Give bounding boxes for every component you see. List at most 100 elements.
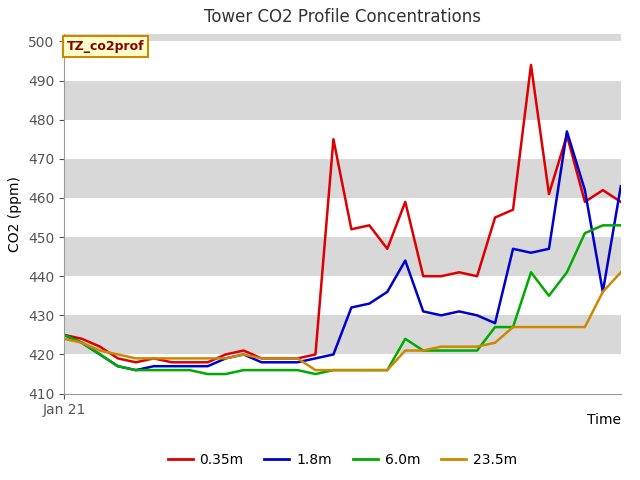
- 23.5m: [563, 324, 571, 330]
- 1.8m: [401, 258, 409, 264]
- 23.5m: [312, 367, 319, 373]
- 1.8m: [276, 360, 284, 365]
- 6.0m: [240, 367, 248, 373]
- 23.5m: [186, 356, 193, 361]
- 23.5m: [617, 269, 625, 275]
- 6.0m: [545, 293, 553, 299]
- Bar: [64, 120, 621, 159]
- 1.8m: [509, 246, 517, 252]
- 6.0m: [114, 363, 122, 369]
- Line: 6.0m: 6.0m: [64, 225, 621, 374]
- 0.35m: [258, 356, 266, 361]
- Y-axis label: CO2 (ppm): CO2 (ppm): [8, 176, 22, 252]
- 0.35m: [150, 356, 157, 361]
- 23.5m: [348, 367, 355, 373]
- 6.0m: [455, 348, 463, 353]
- 23.5m: [150, 356, 157, 361]
- 1.8m: [527, 250, 535, 256]
- 23.5m: [492, 340, 499, 346]
- 1.8m: [545, 246, 553, 252]
- 6.0m: [330, 367, 337, 373]
- 6.0m: [132, 367, 140, 373]
- 23.5m: [509, 324, 517, 330]
- 23.5m: [365, 367, 373, 373]
- 6.0m: [150, 367, 157, 373]
- 0.35m: [276, 356, 284, 361]
- 1.8m: [186, 363, 193, 369]
- 6.0m: [473, 348, 481, 353]
- 0.35m: [240, 348, 248, 353]
- 23.5m: [401, 348, 409, 353]
- 0.35m: [455, 269, 463, 275]
- 6.0m: [617, 222, 625, 228]
- Text: TZ_co2prof: TZ_co2prof: [67, 40, 145, 53]
- 23.5m: [258, 356, 266, 361]
- 6.0m: [204, 371, 212, 377]
- 23.5m: [330, 367, 337, 373]
- 23.5m: [419, 348, 427, 353]
- 0.35m: [509, 207, 517, 213]
- 23.5m: [383, 367, 391, 373]
- 1.8m: [78, 340, 86, 346]
- 6.0m: [78, 340, 86, 346]
- 0.35m: [581, 199, 589, 205]
- 1.8m: [204, 363, 212, 369]
- 23.5m: [222, 356, 230, 361]
- 1.8m: [258, 360, 266, 365]
- 0.35m: [114, 356, 122, 361]
- 0.35m: [563, 132, 571, 138]
- 0.35m: [348, 227, 355, 232]
- 0.35m: [365, 222, 373, 228]
- 23.5m: [581, 324, 589, 330]
- 6.0m: [294, 367, 301, 373]
- Legend: 0.35m, 1.8m, 6.0m, 23.5m: 0.35m, 1.8m, 6.0m, 23.5m: [162, 447, 523, 472]
- 1.8m: [168, 363, 175, 369]
- 1.8m: [437, 312, 445, 318]
- 0.35m: [78, 336, 86, 342]
- 0.35m: [222, 351, 230, 357]
- 0.35m: [599, 187, 607, 193]
- 6.0m: [581, 230, 589, 236]
- 0.35m: [492, 215, 499, 220]
- 23.5m: [473, 344, 481, 349]
- 6.0m: [437, 348, 445, 353]
- 23.5m: [114, 351, 122, 357]
- 1.8m: [114, 363, 122, 369]
- 6.0m: [527, 269, 535, 275]
- 1.8m: [419, 309, 427, 314]
- 6.0m: [563, 269, 571, 275]
- Bar: [64, 276, 621, 315]
- 1.8m: [492, 320, 499, 326]
- 23.5m: [437, 344, 445, 349]
- Text: Time: Time: [587, 413, 621, 427]
- 23.5m: [168, 356, 175, 361]
- 6.0m: [419, 348, 427, 353]
- 1.8m: [348, 305, 355, 311]
- 0.35m: [204, 360, 212, 365]
- Line: 0.35m: 0.35m: [64, 65, 621, 362]
- 23.5m: [527, 324, 535, 330]
- 0.35m: [312, 351, 319, 357]
- 6.0m: [492, 324, 499, 330]
- 0.35m: [186, 360, 193, 365]
- 23.5m: [294, 356, 301, 361]
- 0.35m: [419, 273, 427, 279]
- 23.5m: [60, 336, 68, 342]
- 23.5m: [455, 344, 463, 349]
- 1.8m: [581, 187, 589, 193]
- Line: 23.5m: 23.5m: [64, 272, 621, 370]
- 1.8m: [312, 356, 319, 361]
- 0.35m: [96, 344, 104, 349]
- 6.0m: [401, 336, 409, 342]
- 1.8m: [473, 312, 481, 318]
- 1.8m: [330, 351, 337, 357]
- 1.8m: [60, 332, 68, 338]
- 0.35m: [401, 199, 409, 205]
- 6.0m: [383, 367, 391, 373]
- 23.5m: [276, 356, 284, 361]
- 23.5m: [599, 289, 607, 295]
- 0.35m: [60, 332, 68, 338]
- Title: Tower CO2 Profile Concentrations: Tower CO2 Profile Concentrations: [204, 9, 481, 26]
- 23.5m: [132, 356, 140, 361]
- 1.8m: [365, 300, 373, 306]
